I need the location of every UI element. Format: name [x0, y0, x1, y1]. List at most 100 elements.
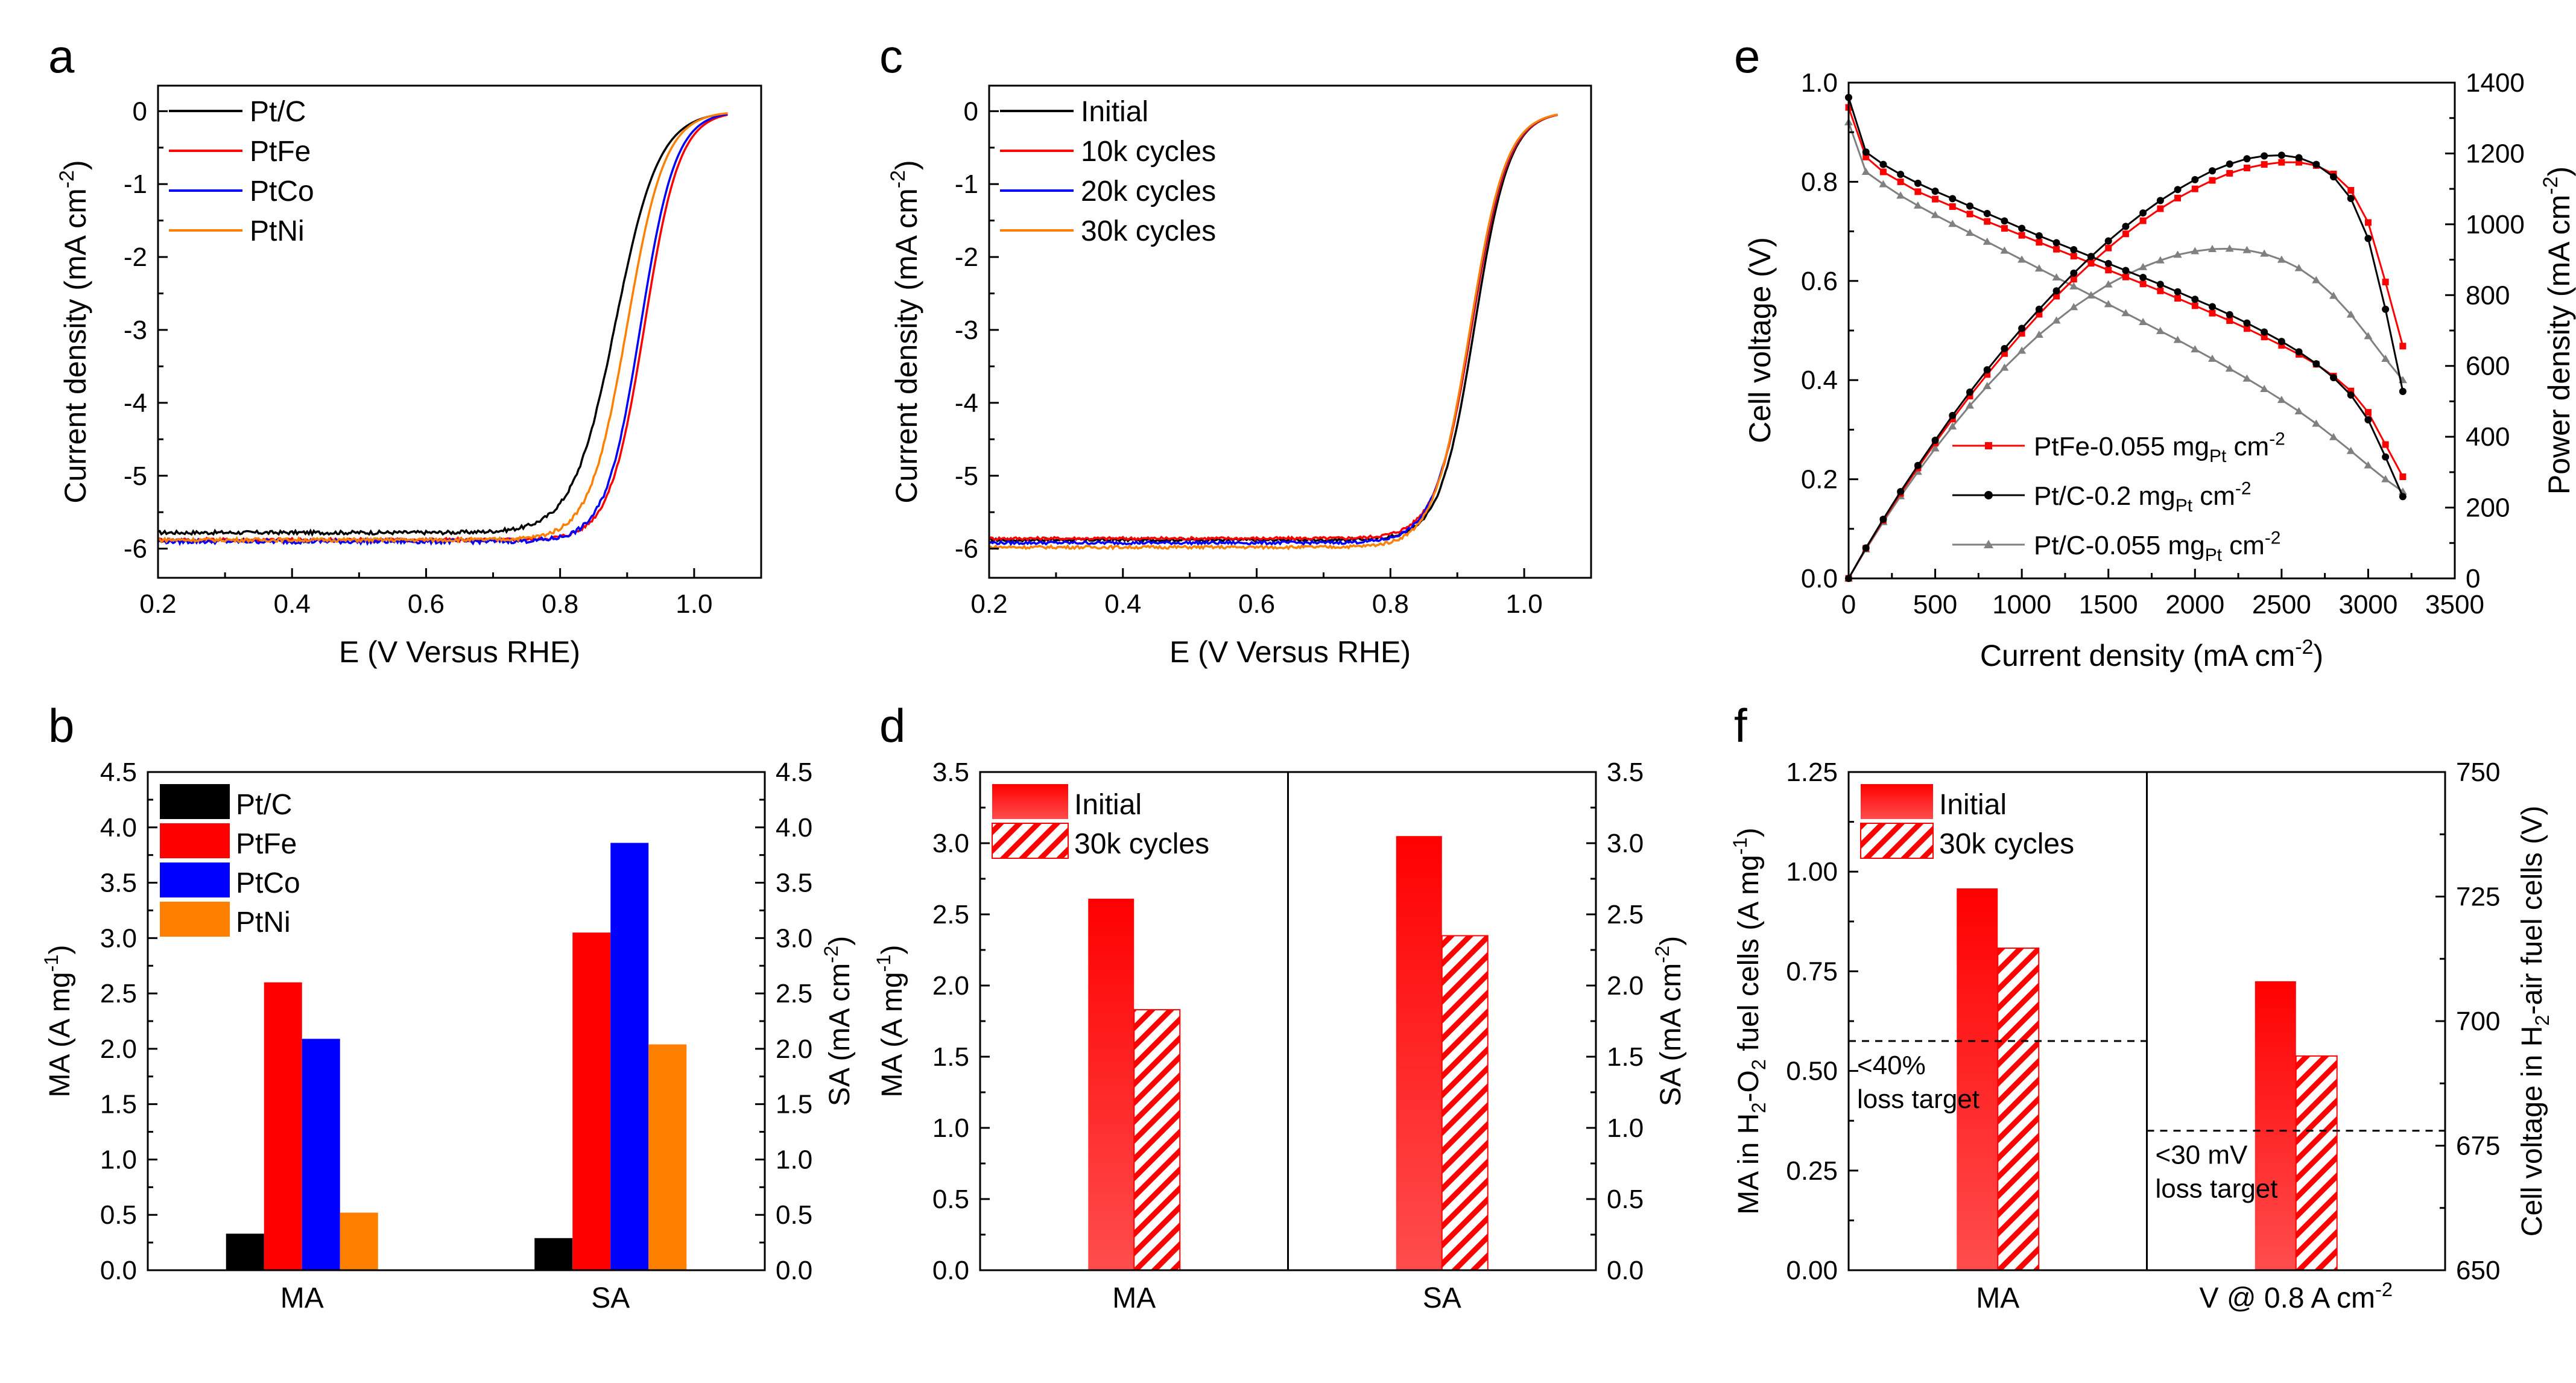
panel-e-series-2-power-point [1931, 444, 1940, 452]
panel-e-series-2-power-point [2000, 363, 2009, 371]
panel-a-xtick-label: 0.6 [408, 589, 445, 619]
panel-b-bar-ma-ptfe [264, 982, 302, 1270]
panel-e-series-2-voltage-point [2329, 432, 2338, 440]
panel-e-series-1-power-point [2347, 194, 2355, 202]
panel-f-ytick-label: 0.50 [1786, 1057, 1838, 1086]
panel-f-target-label: loss target [1857, 1084, 1979, 1114]
panel-c-ytick-label: -3 [955, 315, 978, 345]
panel-e-series-2-power-point [2381, 354, 2390, 362]
panel-e-series-1-power-point [2122, 223, 2130, 230]
panel-d-ytick-label: 0.5 [932, 1185, 969, 1214]
panel-e-series-0-voltage-point [1966, 210, 1973, 218]
panel-e-ytick-label: 0.4 [1801, 366, 1838, 395]
panel-b-legend-label: PtCo [236, 867, 300, 899]
panel-e-series-2-voltage-point [2052, 273, 2061, 281]
panel-c-lsv-stability-chart: 0 -1 -2 -3 -4 -5 -6 0.2 0.4 0.6 0.8 1.0 E (V Versus … [887, 84, 1592, 669]
panel-e-series-1-voltage-point [1966, 202, 1973, 210]
panel-a-legend-label: PtFe [250, 136, 311, 168]
panel-e-series-0-voltage-point [2191, 302, 2198, 309]
panel-e-series-0-power-point [2209, 177, 2216, 184]
panel-f-ytick-right-label: 650 [2456, 1256, 2500, 1285]
panel-c-ytick-label: -1 [955, 169, 978, 199]
panel-b-legend-swatch [160, 823, 230, 858]
panel-c-yaxis-title-part-1: -2 [887, 170, 910, 188]
panel-e-yaxis-right-title-part-0: Power density (mA cm [2542, 195, 2576, 495]
panel-e-legend-label: Pt/C-0.2 mgPt cm-2 [2034, 478, 2252, 516]
panel-c-yaxis-title-part-2: ) [890, 160, 923, 170]
panel-b-ytick-label: 0.0 [100, 1256, 137, 1285]
panel-a-series-pt-c-line [157, 112, 728, 537]
panel-e-series-1-power-point [2001, 344, 2008, 352]
panel-c-yaxis-title: Current density (mA cm-2) [887, 160, 923, 503]
panel-e-series-2-voltage-point [2139, 318, 2148, 326]
panel-b-ytick-right-label: 3.0 [776, 923, 812, 953]
panel-e-series-2-voltage-point [2000, 246, 2009, 254]
panel-a-xtick-label: 1.0 [676, 589, 712, 619]
panel-e-series-0-power-point [2226, 169, 2233, 177]
panel-e-series-2-voltage-point [2312, 419, 2321, 427]
panel-c-plot-frame [988, 84, 1592, 579]
panel-e-xaxis-title-part-1: -2 [2295, 636, 2313, 659]
panel-e-series-1-voltage-point [2035, 232, 2043, 239]
panel-e-legend-label-part-1: Pt [2209, 446, 2227, 466]
panel-e-series-1-voltage-point [2261, 328, 2268, 336]
panel-e-xtick-label: 1000 [1992, 590, 2051, 619]
panel-e-series-1-power-point [2277, 151, 2285, 159]
panel-e-series-0-power-point [2070, 276, 2077, 283]
panel-f-yaxis-title: MA in H2-O2 fuel cells (A mg-1) [1729, 828, 1770, 1214]
panel-a-ytick-label: -6 [124, 534, 147, 564]
panel-e-series-2-power-point [2034, 331, 2043, 338]
panel-c-series-30k-cycles-line [989, 113, 1558, 551]
panel-e-series-0-voltage-point [2278, 342, 2285, 349]
panel-a-ytick-label: -4 [124, 388, 147, 418]
panel-e-legend-label: Pt/C-0.055 mgPt cm-2 [2034, 528, 2280, 565]
panel-c-ytick-label: -4 [955, 388, 978, 418]
panel-e-series-0-power-point [2122, 230, 2129, 238]
panel-a-lsv-chart: 0 -1 -2 -3 -4 -5 -6 0.2 0.4 0.6 0.8 1.0 E (V Versus … [55, 84, 762, 669]
panel-e-xtick-label: 2500 [2252, 590, 2311, 619]
panel-e-ytick-label: 0.0 [1801, 564, 1838, 593]
panel-e-xtick-label: 500 [1913, 590, 1957, 619]
panel-e-series-2-voltage-point [1948, 220, 1957, 227]
panel-a-plot-frame [157, 84, 762, 579]
panel-f-yaxis-right-title-part-0: Cell voltage in H [2516, 1026, 2548, 1237]
panel-e-series-2-power-point [2260, 249, 2269, 257]
panel-f-ytick-right-label: 700 [2456, 1007, 2500, 1036]
panel-e-series-1-power-point [2156, 197, 2164, 204]
panel-e-ytick-right-label: 1200 [2466, 139, 2525, 168]
panel-d-ytick-label: 2.5 [932, 900, 969, 929]
panel-letter-d: d [879, 699, 905, 752]
panel-e-series-1-voltage-point [2295, 348, 2303, 356]
panel-a-xaxis-title-part-0: E (V Versus RHE) [339, 635, 580, 669]
panel-e-xaxis-title-part-2: ) [2313, 639, 2323, 673]
panel-e-ytick-right-label: 800 [2466, 280, 2510, 310]
panel-e-series-1-voltage-point [1897, 171, 1905, 179]
panel-b-ytick-label: 1.0 [100, 1145, 137, 1174]
panel-a-xaxis-title: E (V Versus RHE) [339, 635, 580, 669]
panel-e-ytick-right-label: 600 [2466, 352, 2510, 381]
panel-e-series-1-power-point [2243, 155, 2251, 163]
panel-e-series-1-voltage-point [1879, 160, 1887, 168]
panel-e-yaxis-title: Cell voltage (V) [1743, 237, 1777, 443]
panel-f-target-label: loss target [2156, 1174, 2278, 1204]
panel-c-legend-label: 10k cycles [1081, 136, 1216, 168]
panel-d-ytick-right-label: 1.0 [1607, 1113, 1644, 1143]
panel-e-series-1-voltage-point [2139, 274, 2147, 282]
panel-e-series-1-power-point [2399, 387, 2407, 395]
panel-c-yaxis-title-part-0: Current density (mA cm [890, 188, 923, 503]
panel-d-ytick-label: 3.5 [932, 758, 969, 787]
panel-e-series-1-voltage-point [2330, 374, 2337, 382]
panel-e-series-2-voltage-point [1931, 210, 1940, 218]
panel-e-xaxis-title-part-0: Current density (mA cm [1980, 639, 2295, 673]
panel-e-ytick-right-label: 200 [2466, 493, 2510, 523]
panel-f-fuel-cell-bar-chart: MA V @ 0.8 A cm-2 <40% loss target <30 mV los… [1729, 758, 2553, 1314]
panel-e-legend-label-part-1: Pt [2205, 545, 2223, 565]
panel-e-legend-label-part-0: PtFe-0.055 mg [2034, 432, 2209, 461]
panel-b-legend-swatch [160, 902, 230, 937]
panel-a-series-ptfe-line [157, 113, 728, 544]
panel-f-ytick-right-label: 675 [2456, 1131, 2500, 1161]
panel-f-yaxis-right-title: Cell voltage in H2-air fuel cells (V) [2516, 806, 2553, 1236]
panel-e-series-1-voltage-point [2174, 288, 2182, 296]
panel-e-series-1-voltage-point [1949, 195, 1957, 203]
panel-f-target-label: <30 mV [2156, 1141, 2248, 1170]
